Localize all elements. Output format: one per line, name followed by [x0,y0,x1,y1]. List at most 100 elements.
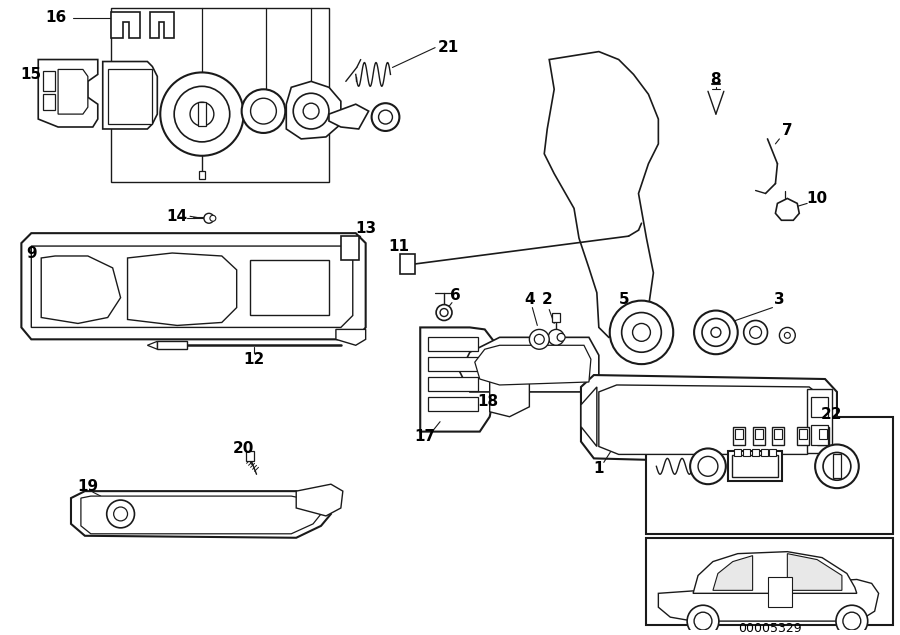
Bar [732,455,778,478]
Polygon shape [581,387,597,446]
Text: 10: 10 [806,191,828,206]
Circle shape [529,330,549,349]
Text: 12: 12 [243,352,265,366]
Text: 5: 5 [618,292,629,307]
Circle shape [698,457,718,476]
Circle shape [694,311,738,354]
Circle shape [824,453,850,480]
Bar [111,8,329,182]
Circle shape [548,330,564,345]
Bar [43,72,55,91]
Polygon shape [128,253,237,326]
Circle shape [743,321,768,344]
Text: 11: 11 [388,239,409,253]
Polygon shape [490,362,529,417]
Bar [811,425,828,444]
Polygon shape [544,51,659,337]
Bar [246,451,254,462]
Polygon shape [32,246,353,328]
Circle shape [107,500,134,528]
Bar [400,254,415,274]
Bar [158,342,187,349]
Circle shape [440,309,448,316]
Bar [341,236,359,260]
Text: 8: 8 [711,72,721,87]
Bar [833,455,841,478]
Polygon shape [148,342,157,349]
Bar [428,377,478,391]
Polygon shape [788,554,842,591]
Circle shape [535,335,544,344]
Circle shape [293,93,329,129]
Polygon shape [420,328,495,432]
Polygon shape [38,60,98,127]
Circle shape [175,86,230,142]
Text: 18: 18 [477,394,499,410]
Bar [199,171,205,178]
Circle shape [210,215,216,221]
Circle shape [241,90,285,133]
Circle shape [204,213,214,224]
Text: 19: 19 [77,479,98,493]
Polygon shape [329,104,369,129]
Polygon shape [58,69,88,114]
Polygon shape [22,233,365,339]
Circle shape [436,305,452,321]
Circle shape [687,605,719,635]
Circle shape [372,104,400,131]
Bar [646,417,893,534]
Bar [728,451,782,481]
Text: 3: 3 [774,292,785,307]
Polygon shape [81,496,321,534]
Text: 9: 9 [26,246,37,260]
Bar [752,450,759,457]
Circle shape [160,72,244,156]
Circle shape [843,612,860,630]
Circle shape [711,328,721,337]
Circle shape [379,110,392,124]
Bar [770,450,777,457]
Bar [198,102,206,126]
Polygon shape [71,491,331,538]
Bar [752,427,764,444]
Circle shape [190,102,214,126]
Bar [428,337,478,351]
Circle shape [250,98,276,124]
Bar [742,450,750,457]
Bar [819,429,827,439]
Text: 6: 6 [450,288,460,303]
Polygon shape [336,330,365,345]
Polygon shape [111,12,140,37]
Text: 2: 2 [542,292,553,307]
Polygon shape [150,12,175,37]
Circle shape [785,332,790,338]
Text: 15: 15 [21,67,42,82]
Bar [772,427,785,444]
Polygon shape [581,375,837,464]
Bar [811,397,828,417]
Bar [428,397,478,411]
Bar [734,429,742,439]
Circle shape [694,612,712,630]
Text: 7: 7 [782,123,793,138]
Bar [43,94,55,110]
Bar [807,389,832,453]
Circle shape [779,328,796,344]
Bar [817,427,829,444]
Circle shape [690,448,725,485]
Circle shape [702,319,730,346]
Text: 4: 4 [524,292,535,307]
Bar [428,358,478,371]
Polygon shape [103,62,158,129]
Circle shape [113,507,128,521]
Bar [799,429,807,439]
Circle shape [609,300,673,364]
Bar [760,450,768,457]
Text: 1: 1 [594,461,604,476]
Circle shape [633,323,651,342]
Bar [797,427,809,444]
Circle shape [622,312,662,352]
Polygon shape [41,256,121,323]
Polygon shape [693,552,857,593]
Polygon shape [713,556,752,591]
